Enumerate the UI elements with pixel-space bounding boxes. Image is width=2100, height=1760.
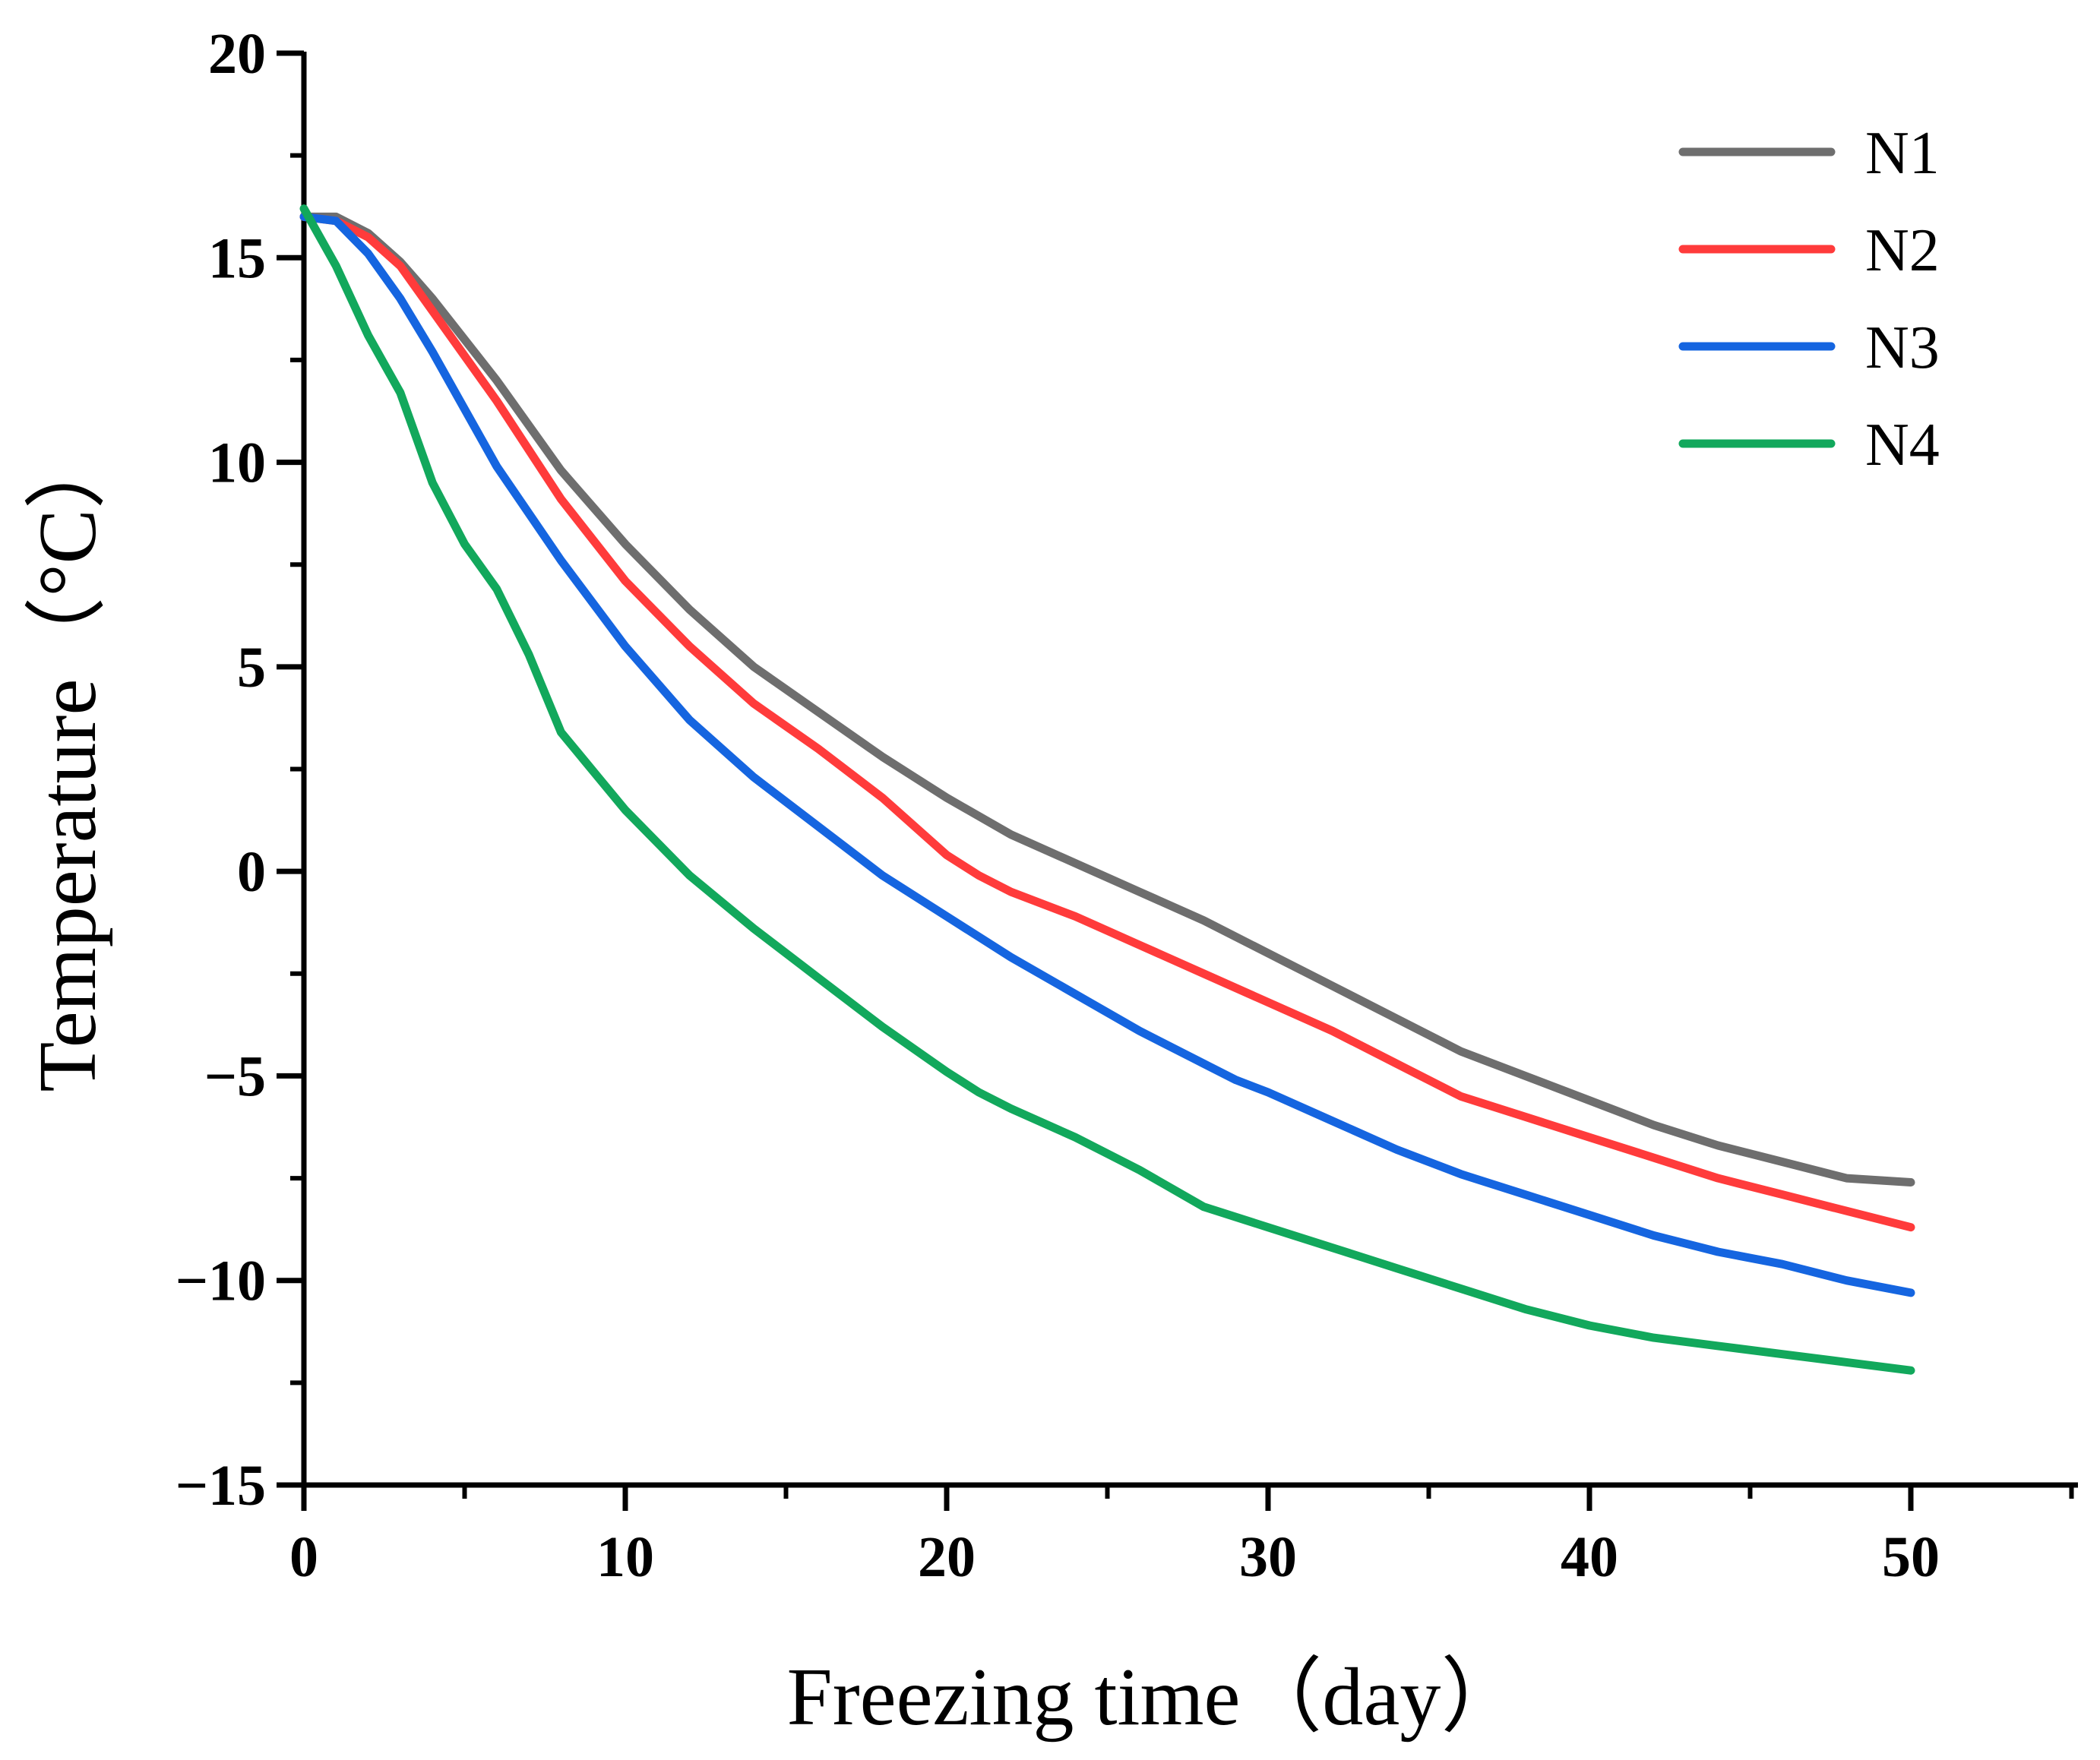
series-line-n4 [299, 204, 1915, 1375]
series-line-n1 [299, 212, 1915, 1186]
x-tick-label: 40 [1561, 1525, 1618, 1589]
legend-label-n4: N4 [1865, 412, 1940, 479]
y-tick-label: 15 [208, 226, 266, 290]
y-tick-label: −15 [176, 1454, 266, 1518]
x-tick-label: 20 [918, 1525, 976, 1589]
x-tick-label: 0 [289, 1525, 318, 1589]
y-tick-label: 5 [237, 636, 266, 700]
y-tick-label: 20 [208, 22, 266, 86]
series-lines [299, 204, 1915, 1375]
x-tick-label: 10 [596, 1525, 654, 1589]
series-line-n2 [299, 212, 1915, 1232]
x-axis-title: Freezing time（day） [787, 1652, 1523, 1743]
y-tick-label: 10 [208, 431, 266, 495]
y-tick-label: 0 [237, 840, 266, 904]
y-tick-label: −5 [204, 1044, 266, 1108]
y-tick-label: −10 [176, 1250, 266, 1313]
series-line-n3 [299, 212, 1915, 1297]
x-tick-label: 30 [1239, 1525, 1297, 1589]
legend-label-n1: N1 [1865, 120, 1940, 187]
y-axis-title: Temperature（°C） [23, 427, 113, 1092]
legend-label-n2: N2 [1865, 217, 1940, 284]
legend: N1 N2 N3 N4 [1678, 120, 1940, 479]
x-tick-label: 50 [1882, 1525, 1940, 1589]
legend-label-n3: N3 [1865, 314, 1940, 381]
